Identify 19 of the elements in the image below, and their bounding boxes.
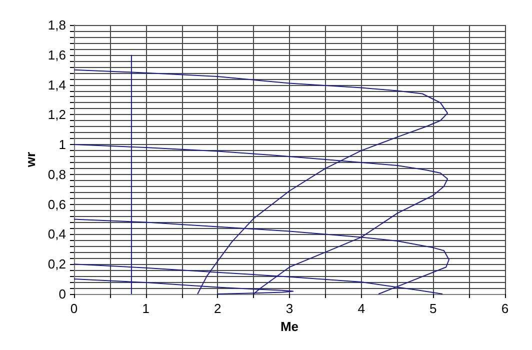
y-tick-label: 0,6 [48, 196, 66, 212]
y-tick-label: 1,4 [48, 77, 66, 92]
x-tick-label: 2 [214, 301, 222, 316]
x-tick-label: 6 [501, 301, 509, 316]
x-tick-label: 1 [142, 301, 150, 316]
y-tick-label: 1,2 [48, 107, 66, 122]
x-axis-title: Me [280, 319, 299, 334]
y-tick-label: 0,8 [48, 166, 66, 182]
y-tick-label: 0,4 [48, 226, 66, 242]
y-tick-label: 1 [58, 137, 66, 152]
y-tick-label: 0 [58, 286, 66, 302]
x-tick-label: 0 [70, 301, 78, 316]
x-tick-label: 3 [286, 301, 294, 316]
y-tick-label: 1,6 [48, 47, 66, 62]
y-tick-label: 1,8 [48, 18, 66, 32]
y-axis-title: wr [23, 152, 38, 168]
x-tick-label: 5 [430, 301, 437, 316]
y-tick-label: 0,2 [48, 256, 66, 272]
x-tick-label: 4 [358, 301, 365, 316]
